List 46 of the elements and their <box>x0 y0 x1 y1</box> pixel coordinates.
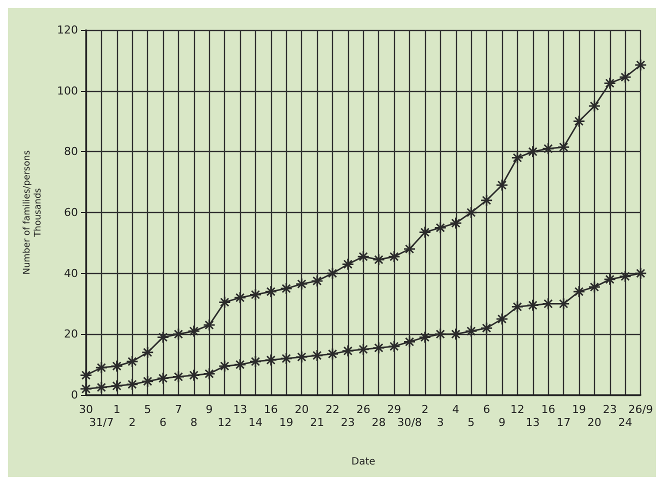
x-tick-label: 12 <box>218 416 232 429</box>
x-tick-label: 14 <box>248 416 262 429</box>
x-tick-label: 16 <box>541 403 556 416</box>
x-tick-label: 23 <box>340 416 355 429</box>
x-tick-label: 31/7 <box>89 416 114 429</box>
x-tick-label: 3 <box>436 416 444 429</box>
x-tick-label: 20 <box>294 403 309 416</box>
x-tick-label: 5 <box>468 416 475 429</box>
x-axis-title: Date <box>351 456 376 468</box>
x-tick-label: 30/8 <box>397 416 422 429</box>
x-tick-label: 30 <box>79 403 93 416</box>
y-tick-label: 40 <box>64 266 78 280</box>
x-tick-label: 2 <box>421 403 428 416</box>
x-tick-label: 22 <box>326 403 340 416</box>
y-tick-label: 60 <box>64 206 78 219</box>
x-tick-label: 24 <box>618 416 632 429</box>
x-tick-label: 6 <box>160 416 167 429</box>
x-tick-label: 1 <box>113 403 120 416</box>
x-tick-label: 7 <box>174 403 182 416</box>
y-tick-label: 80 <box>64 145 78 158</box>
x-tick-label: 8 <box>190 416 198 429</box>
x-tick-label: 28 <box>372 416 386 429</box>
x-tick-label: 2 <box>128 416 136 429</box>
x-tick-label: 17 <box>556 416 571 429</box>
x-tick-label: 4 <box>452 403 460 416</box>
x-tick-label: 12 <box>510 403 524 416</box>
x-tick-label: 9 <box>498 416 506 429</box>
x-tick-label: 19 <box>279 416 294 429</box>
x-tick-label: 16 <box>264 403 278 416</box>
x-tick-label: 20 <box>587 416 602 429</box>
x-tick-label: 5 <box>144 403 152 416</box>
y-axis-title: Number of families/persons Thousands <box>22 150 44 275</box>
y-tick-label: 100 <box>57 84 78 98</box>
x-tick-label: 13 <box>526 416 540 429</box>
y-tick-label: 120 <box>57 24 78 36</box>
x-tick-label: 9 <box>206 403 213 416</box>
y-tick-label: 20 <box>64 328 78 341</box>
x-tick-label: 19 <box>572 403 586 416</box>
x-tick-label: 6 <box>483 403 490 416</box>
x-tick-label: 26/9 <box>628 403 653 416</box>
y-tick-label: 0 <box>71 388 78 402</box>
x-tick-label: 21 <box>310 416 324 429</box>
x-tick-label: 23 <box>602 403 617 416</box>
x-tick-label: 29 <box>387 403 402 416</box>
x-tick-label: 13 <box>233 403 248 416</box>
x-tick-label: 26 <box>356 403 370 416</box>
